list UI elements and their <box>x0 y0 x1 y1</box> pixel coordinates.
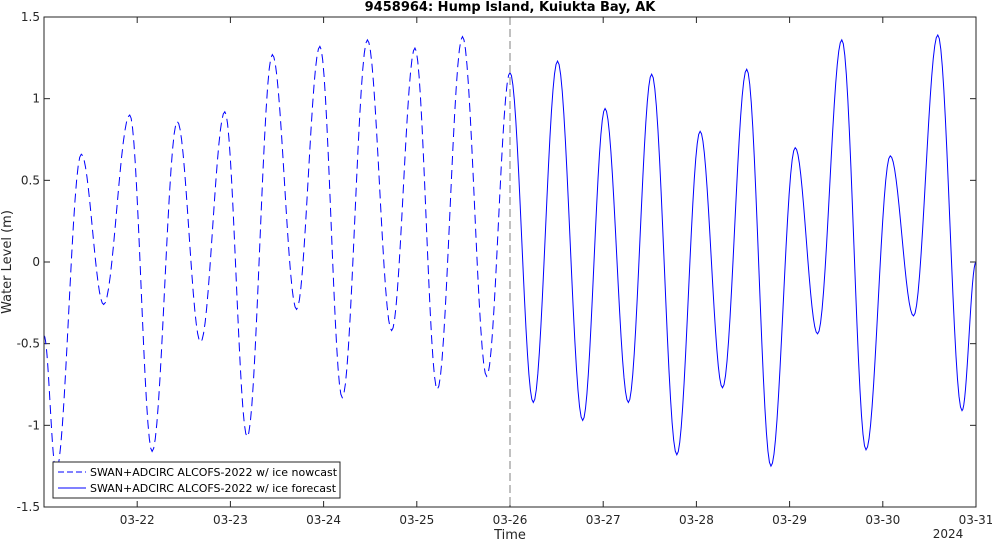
nowcast-series-line <box>43 35 511 473</box>
legend-label-forecast: SWAN+ADCIRC ALCOFS-2022 w/ ice forecast <box>90 482 337 495</box>
forecast-series-line <box>509 33 977 468</box>
x-tick-label: 03-27 <box>586 513 621 527</box>
axis-ticks: 03-22 03-23 03-24 03-25 03-26 03-27 03-28 03-29… <box>17 10 992 527</box>
legend-label-nowcast: SWAN+ADCIRC ALCOFS-2022 w/ ice nowcast <box>90 466 338 479</box>
y-tick-label: -0.5 <box>17 337 40 351</box>
series-layer <box>43 33 977 473</box>
year-label: 2024 <box>933 527 964 541</box>
plot-frame <box>43 16 977 508</box>
x-tick-label: 03-22 <box>120 513 155 527</box>
y-tick-label: -1.5 <box>17 500 40 514</box>
y-tick-label: -1 <box>28 418 40 432</box>
x-tick-label: 03-26 <box>493 513 528 527</box>
x-tick-label: 03-31 <box>959 513 992 527</box>
y-tick-label: 0.5 <box>21 173 40 187</box>
x-tick-label: 03-30 <box>865 513 900 527</box>
y-tick-label: 1 <box>32 92 40 106</box>
legend-box <box>52 461 341 499</box>
x-tick-label: 03-25 <box>399 513 434 527</box>
x-tick-label: 03-24 <box>306 513 341 527</box>
chart-title: 9458964: Hump Island, Kuiukta Bay, AK <box>365 0 657 15</box>
y-axis-title: Water Level (m) <box>0 210 15 314</box>
x-tick-label: 03-28 <box>679 513 714 527</box>
x-tick-label: 03-29 <box>772 513 807 527</box>
legend: SWAN+ADCIRC ALCOFS-2022 w/ ice nowcast S… <box>52 461 341 499</box>
x-axis-title: Time <box>493 528 526 541</box>
y-tick-label: 0 <box>32 255 40 269</box>
y-tick-label: 1.5 <box>21 10 40 24</box>
x-tick-label: 03-23 <box>213 513 248 527</box>
